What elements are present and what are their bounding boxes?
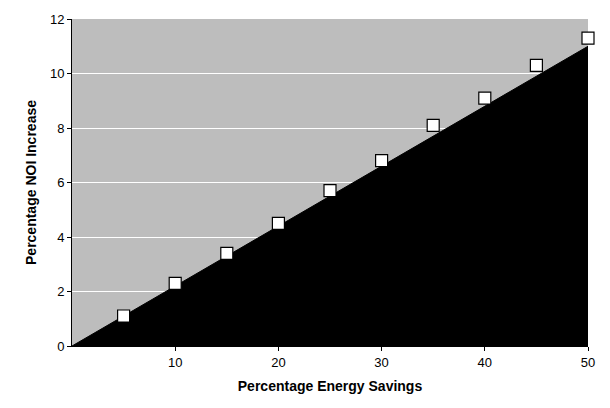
svg-text:50: 50 bbox=[581, 355, 595, 370]
svg-text:2: 2 bbox=[57, 284, 64, 299]
svg-text:6: 6 bbox=[57, 175, 64, 190]
svg-text:10: 10 bbox=[50, 66, 64, 81]
svg-text:Percentage NOI Increase: Percentage NOI Increase bbox=[23, 100, 39, 265]
svg-text:30: 30 bbox=[374, 355, 388, 370]
svg-text:8: 8 bbox=[57, 121, 64, 136]
svg-text:12: 12 bbox=[50, 12, 64, 27]
svg-text:40: 40 bbox=[478, 355, 492, 370]
svg-text:0: 0 bbox=[57, 339, 64, 354]
svg-text:Percentage Energy Savings: Percentage Energy Savings bbox=[238, 378, 423, 394]
svg-text:20: 20 bbox=[271, 355, 285, 370]
svg-text:4: 4 bbox=[57, 230, 64, 245]
svg-text:10: 10 bbox=[168, 355, 182, 370]
